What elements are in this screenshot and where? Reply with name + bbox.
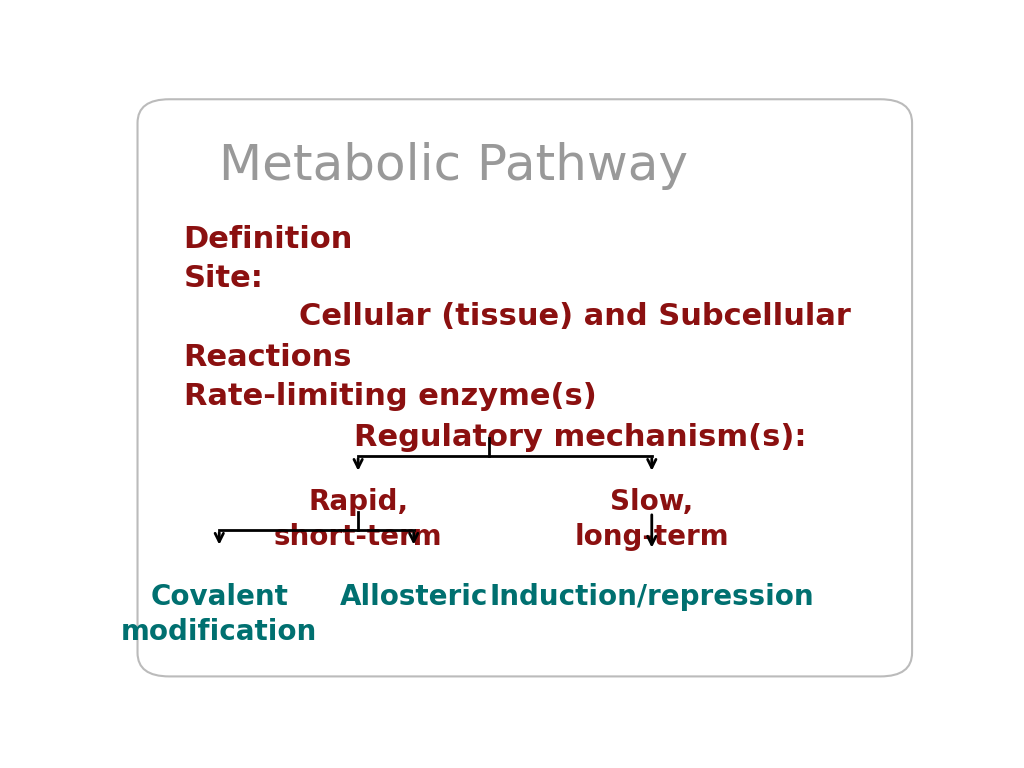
Text: Covalent
modification: Covalent modification bbox=[121, 583, 317, 646]
Text: Definition: Definition bbox=[183, 225, 353, 254]
Text: Slow,
long-term: Slow, long-term bbox=[574, 488, 729, 551]
Text: Rapid,
short-term: Rapid, short-term bbox=[273, 488, 442, 551]
Text: Reactions: Reactions bbox=[183, 343, 352, 372]
FancyBboxPatch shape bbox=[137, 99, 912, 677]
Text: Metabolic Pathway: Metabolic Pathway bbox=[219, 142, 688, 190]
Text: Site:: Site: bbox=[183, 263, 263, 293]
Text: Allosteric: Allosteric bbox=[340, 583, 487, 611]
Text: Rate-limiting enzyme(s): Rate-limiting enzyme(s) bbox=[183, 382, 596, 411]
Text: Cellular (tissue) and Subcellular: Cellular (tissue) and Subcellular bbox=[299, 302, 851, 331]
Text: Induction/repression: Induction/repression bbox=[489, 583, 814, 611]
Text: Regulatory mechanism(s):: Regulatory mechanism(s): bbox=[354, 423, 807, 452]
